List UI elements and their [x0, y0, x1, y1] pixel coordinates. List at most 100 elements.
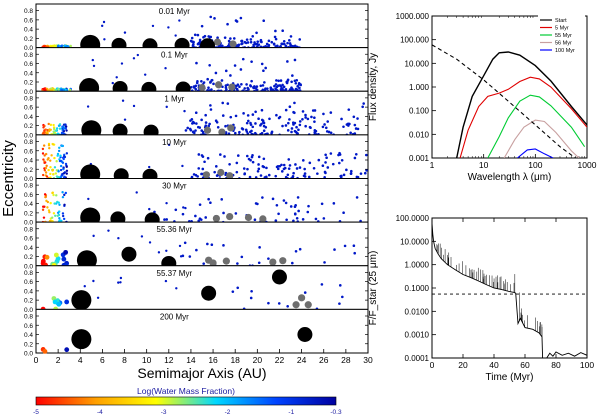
- planetesimal: [326, 166, 330, 169]
- planetesimal: [42, 126, 45, 129]
- planetesimal: [306, 210, 310, 214]
- gray-embryo: [304, 301, 312, 309]
- planetesimal: [277, 79, 280, 83]
- planetesimal: [157, 251, 161, 254]
- planetesimal: [262, 157, 266, 161]
- x-tick-label: 4: [78, 355, 83, 365]
- planetesimal: [117, 281, 120, 284]
- planetesimal: [198, 126, 202, 129]
- x-tick-label: 22: [275, 355, 285, 365]
- planetesimal: [61, 191, 64, 194]
- planetesimal: [224, 124, 227, 128]
- planetesimal: [262, 121, 266, 125]
- planetesimal: [50, 154, 53, 157]
- planetesimal: [183, 241, 187, 245]
- planetesimal: [233, 131, 237, 135]
- planetesimal: [290, 127, 294, 130]
- planetesimal: [55, 127, 59, 130]
- gray-embryo: [244, 213, 253, 222]
- planetesimal: [277, 212, 280, 216]
- planetesimal: [182, 206, 185, 209]
- planetesimal: [202, 262, 205, 265]
- planetesimal: [256, 40, 260, 43]
- planetesimal: [60, 219, 63, 222]
- planetesimal: [298, 123, 302, 127]
- planetesimal: [236, 286, 240, 290]
- planetesimal: [221, 44, 224, 48]
- y-tick-label: 0.2: [24, 298, 33, 305]
- planetesimal: [308, 161, 312, 165]
- colorbar-tick-label: -2: [225, 409, 231, 416]
- planetesimal: [60, 88, 64, 92]
- planetesimal: [87, 197, 90, 201]
- planetesimal: [268, 117, 271, 121]
- planetesimal: [262, 19, 266, 23]
- planetesimal: [204, 121, 208, 124]
- planetesimal: [200, 79, 203, 83]
- planetesimal: [43, 161, 46, 165]
- planetesimal: [241, 57, 245, 61]
- planetesimal: [238, 85, 241, 89]
- planetesimal: [63, 203, 66, 206]
- planetesimal: [115, 76, 118, 79]
- planetesimal: [267, 301, 270, 305]
- planetesimal: [41, 147, 45, 151]
- planetesimal: [200, 24, 204, 28]
- panel-1: 0.1 Myr 0.0 0.2 0.4 0.6 0.8: [24, 47, 369, 99]
- planetesimal: [304, 124, 307, 128]
- planetesimal: [327, 130, 331, 134]
- planetesimal: [240, 39, 243, 43]
- planetesimal: [226, 102, 230, 105]
- planetesimal: [151, 24, 155, 28]
- planetesimal: [282, 40, 286, 43]
- gray-embryo: [218, 128, 226, 136]
- x-tick-label: 24: [297, 355, 307, 365]
- panel-6: 55.37 Myr 0.0 0.2 0.4 0.6 0.8: [24, 265, 369, 314]
- planetesimal: [246, 114, 250, 117]
- planetesimal: [201, 155, 205, 158]
- planetesimal: [283, 42, 286, 46]
- planetesimal: [293, 205, 297, 209]
- y-tick-label: 0.010: [409, 130, 430, 139]
- planetesimal: [257, 155, 261, 159]
- planetesimal: [178, 244, 182, 248]
- planetesimal: [294, 81, 298, 85]
- excess-frame: [431, 217, 588, 359]
- planetesimal: [189, 39, 193, 43]
- planetesimal: [245, 154, 249, 158]
- planet-embryo: [71, 329, 92, 350]
- planetesimal: [285, 218, 288, 222]
- planetesimal: [304, 116, 307, 119]
- planetesimal: [363, 171, 367, 175]
- x-tick-label: 28: [341, 355, 351, 365]
- y-tick-label: 0.4: [24, 158, 33, 165]
- planetesimal: [206, 156, 210, 160]
- gray-embryo: [279, 257, 287, 265]
- panel-time-label: 55.36 Myr: [157, 225, 193, 234]
- planetesimal: [329, 111, 333, 114]
- planetesimal: [263, 81, 266, 84]
- x-axis-title: Time (Myr): [486, 372, 534, 383]
- y-tick-label: 10.000: [405, 59, 430, 68]
- x-tick-label: 10: [479, 160, 489, 170]
- planetesimal: [44, 166, 48, 170]
- planetesimal: [302, 174, 306, 178]
- planetesimal: [325, 156, 328, 160]
- y-tick-label: 0.4: [24, 201, 33, 208]
- gray-embryo: [292, 301, 300, 309]
- planetesimal: [273, 35, 277, 39]
- planetesimal: [279, 79, 283, 82]
- legend-label: Start: [555, 18, 567, 24]
- planetesimal: [261, 196, 264, 199]
- planetesimal: [54, 172, 58, 175]
- planetesimal: [197, 219, 201, 223]
- planetesimal: [361, 105, 364, 109]
- planetesimal: [42, 144, 46, 147]
- x-tick-label: 12: [164, 355, 174, 365]
- planetesimal: [242, 112, 245, 115]
- planetesimal: [307, 175, 311, 179]
- planetesimal: [253, 41, 256, 44]
- series-56-myr: [503, 119, 580, 158]
- planetesimal: [61, 161, 65, 164]
- planetesimal: [45, 199, 48, 203]
